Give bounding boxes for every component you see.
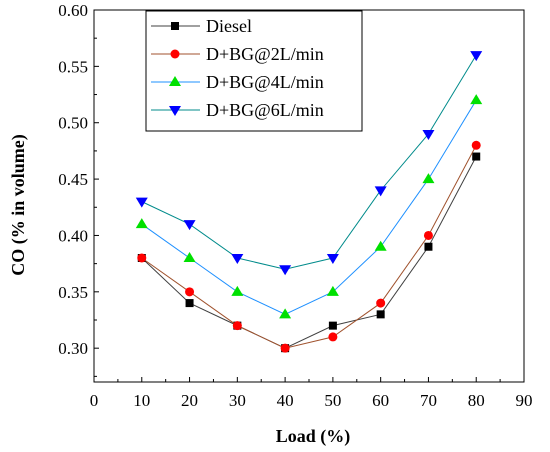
x-tick-label: 60 bbox=[372, 391, 389, 410]
legend-label: D+BG@4L/min bbox=[206, 72, 324, 92]
data-point bbox=[232, 321, 242, 331]
data-point bbox=[183, 220, 196, 231]
y-tick-label: 0.60 bbox=[58, 1, 88, 20]
data-point bbox=[279, 265, 292, 276]
data-point bbox=[374, 240, 387, 251]
data-point bbox=[470, 94, 483, 105]
data-point bbox=[471, 140, 481, 150]
data-point bbox=[328, 321, 337, 330]
x-axis-title: Load (%) bbox=[276, 426, 351, 447]
series-layer bbox=[135, 51, 483, 353]
series-3 bbox=[135, 94, 483, 319]
series-line bbox=[141, 156, 477, 349]
data-point bbox=[376, 310, 385, 319]
data-point bbox=[183, 252, 196, 262]
series-line bbox=[141, 54, 477, 270]
legend-marker bbox=[169, 76, 181, 86]
data-point bbox=[135, 218, 148, 229]
data-point bbox=[423, 230, 433, 240]
data-point bbox=[328, 332, 338, 342]
legend-label: D+BG@6L/min bbox=[206, 100, 324, 120]
legend-label: Diesel bbox=[206, 16, 252, 36]
data-point bbox=[135, 197, 148, 208]
data-point bbox=[422, 173, 435, 184]
y-axis: 0.30 0.35 0.40 0.45 0.50 0.55 0.60 bbox=[58, 1, 99, 377]
data-point bbox=[424, 242, 433, 251]
data-point bbox=[231, 254, 244, 264]
x-tick-label: 50 bbox=[324, 391, 341, 410]
x-tick-label: 90 bbox=[516, 391, 533, 410]
legend-box bbox=[145, 10, 363, 132]
data-point bbox=[376, 298, 386, 308]
series-4 bbox=[135, 51, 483, 276]
data-point bbox=[374, 186, 387, 197]
legend-marker bbox=[171, 22, 179, 30]
data-point bbox=[470, 51, 483, 62]
x-tick-label: 80 bbox=[468, 391, 485, 410]
data-point bbox=[185, 299, 194, 308]
data-point bbox=[137, 253, 147, 263]
y-tick-label: 0.40 bbox=[58, 226, 88, 245]
data-point bbox=[279, 308, 292, 319]
data-point bbox=[280, 343, 290, 353]
y-tick-label: 0.35 bbox=[58, 283, 88, 302]
x-tick-label: 40 bbox=[277, 391, 294, 410]
x-tick-label: 30 bbox=[229, 391, 246, 410]
legend-marker bbox=[169, 106, 181, 116]
y-tick-label: 0.30 bbox=[58, 339, 88, 358]
y-tick-label: 0.55 bbox=[58, 57, 88, 76]
series-line bbox=[141, 145, 477, 349]
legend-label: D+BG@2L/min bbox=[206, 44, 324, 64]
data-point bbox=[326, 254, 339, 264]
x-tick-label: 0 bbox=[90, 391, 99, 410]
x-tick-label: 20 bbox=[181, 391, 198, 410]
y-axis-title: CO (% in volume) bbox=[8, 134, 29, 276]
legend-marker bbox=[170, 49, 180, 59]
data-point bbox=[472, 152, 481, 161]
data-point bbox=[422, 130, 435, 140]
series-2 bbox=[137, 140, 481, 353]
x-tick-label: 70 bbox=[420, 391, 437, 410]
y-tick-label: 0.50 bbox=[58, 114, 88, 133]
data-point bbox=[231, 285, 244, 296]
data-point bbox=[185, 287, 195, 297]
x-tick-label: 10 bbox=[133, 391, 150, 410]
data-point bbox=[326, 285, 339, 296]
y-tick-label: 0.45 bbox=[58, 170, 88, 189]
x-axis: 0 10 20 30 40 50 60 70 80 90 bbox=[90, 377, 533, 410]
series-line bbox=[141, 99, 477, 315]
legend: Diesel D+BG@2L/min D+BG@4L/min D+BG@6L/min bbox=[145, 10, 363, 132]
